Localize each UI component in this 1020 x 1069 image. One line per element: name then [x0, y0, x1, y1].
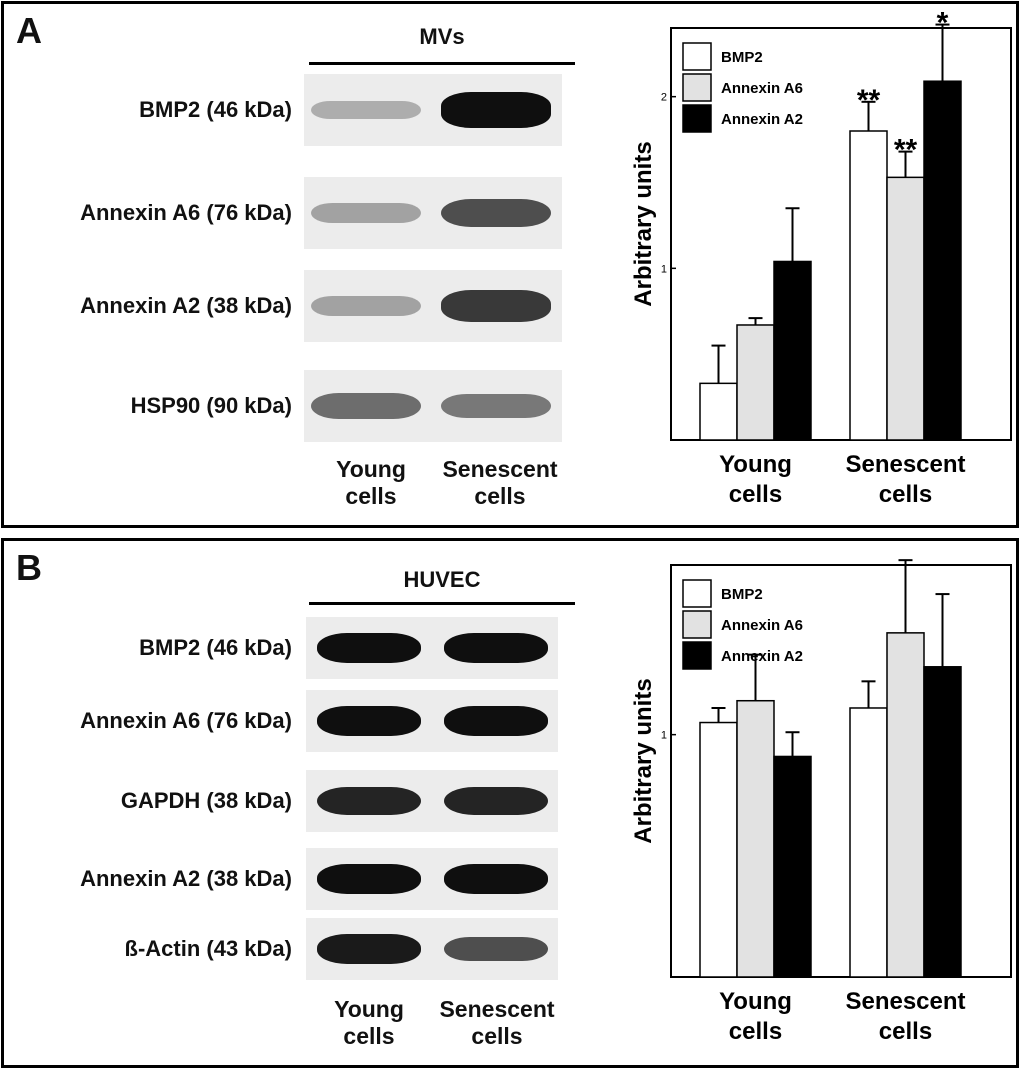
x-category-label: Senescent	[845, 451, 965, 478]
blot-band-young	[317, 864, 421, 894]
band-label: HSP90 (90 kDa)	[130, 393, 292, 418]
blot-band-senescent	[441, 393, 551, 419]
bar-annexin-a2	[773, 260, 812, 441]
blot-title-huvec: HUVEC	[403, 567, 481, 592]
panel-letter-b: B	[16, 547, 42, 588]
blot-band-young	[317, 633, 421, 663]
blot-band-young	[311, 296, 421, 316]
lane-label-senescent: Senescent cells	[439, 996, 555, 1049]
legend-swatch	[682, 42, 712, 71]
bar-annexin-a6	[886, 632, 925, 978]
significance-marker: **	[857, 84, 881, 117]
blot-band-senescent	[444, 936, 548, 962]
blot-band-young	[311, 100, 421, 120]
blot-band-young	[311, 203, 421, 223]
x-category-label: cells	[879, 1018, 932, 1045]
band-label: BMP2 (46 kDa)	[139, 635, 292, 660]
legend-swatch	[682, 104, 712, 133]
y-tick-label: 1	[661, 263, 667, 275]
bar-annexin-a6	[736, 324, 775, 441]
bar-chart-huvec: 1 Arbitrary units Young cells Senescent cells…	[630, 559, 1012, 1045]
x-category-label: Young	[719, 988, 792, 1015]
lane-label-young: Young cells	[336, 456, 406, 509]
bar-annexin-a6	[886, 176, 925, 441]
bar-annexin-a2	[923, 80, 962, 441]
lane-label-senescent: Senescent cells	[442, 456, 558, 509]
bar-bmp2	[849, 707, 888, 978]
blot-band-young	[317, 934, 421, 964]
band-label: GAPDH (38 kDa)	[120, 788, 292, 813]
legend-label: BMP2	[721, 49, 763, 66]
lane-label-young: Young cells	[334, 996, 404, 1049]
bar-bmp2	[699, 382, 738, 441]
y-tick-label: 1	[661, 730, 667, 742]
y-axis-label: Arbitrary units	[630, 678, 657, 843]
legend-label: Annexin A6	[721, 80, 803, 97]
x-category-label: cells	[729, 481, 782, 508]
blot-band-senescent	[441, 92, 551, 128]
blot-band-senescent	[444, 706, 548, 736]
blot-band-young	[311, 393, 421, 419]
legend-label: Annexin A6	[721, 617, 803, 634]
plot-frame	[670, 564, 1012, 978]
legend-swatch	[682, 73, 712, 102]
band-label: BMP2 (46 kDa)	[139, 97, 292, 122]
y-tick-label: 2	[661, 92, 667, 104]
legend-swatch	[682, 641, 712, 670]
blot-band-senescent	[444, 786, 548, 816]
blot-band-senescent	[444, 633, 548, 663]
blot-title-mvs: MVs	[419, 24, 465, 49]
band-label: Annexin A6 (76 kDa)	[80, 708, 292, 733]
blot-band-young	[317, 706, 421, 736]
legend-swatch	[682, 579, 712, 608]
blot-title-rule	[309, 62, 575, 65]
x-category-label: Senescent	[845, 988, 965, 1015]
legend-label: Annexin A2	[721, 111, 803, 128]
significance-marker: **	[894, 134, 918, 167]
blot-band-senescent	[441, 290, 551, 322]
legend-swatch	[682, 610, 712, 639]
legend-label: BMP2	[721, 586, 763, 603]
band-label: ß-Actin (43 kDa)	[124, 936, 292, 961]
y-axis-label: Arbitrary units	[630, 141, 657, 306]
blot-title-rule	[309, 602, 575, 605]
bar-annexin-a6	[736, 699, 775, 978]
blot-band-senescent	[441, 198, 551, 228]
x-category-label: cells	[879, 481, 932, 508]
band-label: Annexin A6 (76 kDa)	[80, 200, 292, 225]
band-label: Annexin A2 (38 kDa)	[80, 293, 292, 318]
blot-band-senescent	[444, 864, 548, 894]
panel-b: B HUVEC BMP2 (46 kDa) Annexin A6 (76 kDa)…	[1, 538, 1019, 1068]
bar-annexin-a2	[923, 666, 962, 978]
bar-bmp2	[849, 130, 888, 441]
x-category-label: cells	[729, 1018, 782, 1045]
panel-letter-a: A	[16, 10, 42, 51]
plot-frame	[670, 27, 1012, 441]
bar-annexin-a2	[773, 755, 812, 978]
bar-bmp2	[699, 721, 738, 978]
panel-a: A MVs BMP2 (46 kDa) Annexin A6 (76 kDa) An…	[1, 1, 1019, 528]
band-label: Annexin A2 (38 kDa)	[80, 866, 292, 891]
blot-band-young	[317, 786, 421, 816]
significance-marker: *	[937, 7, 949, 40]
legend-label: Annexin A2	[721, 648, 803, 665]
x-category-label: Young	[719, 451, 792, 478]
